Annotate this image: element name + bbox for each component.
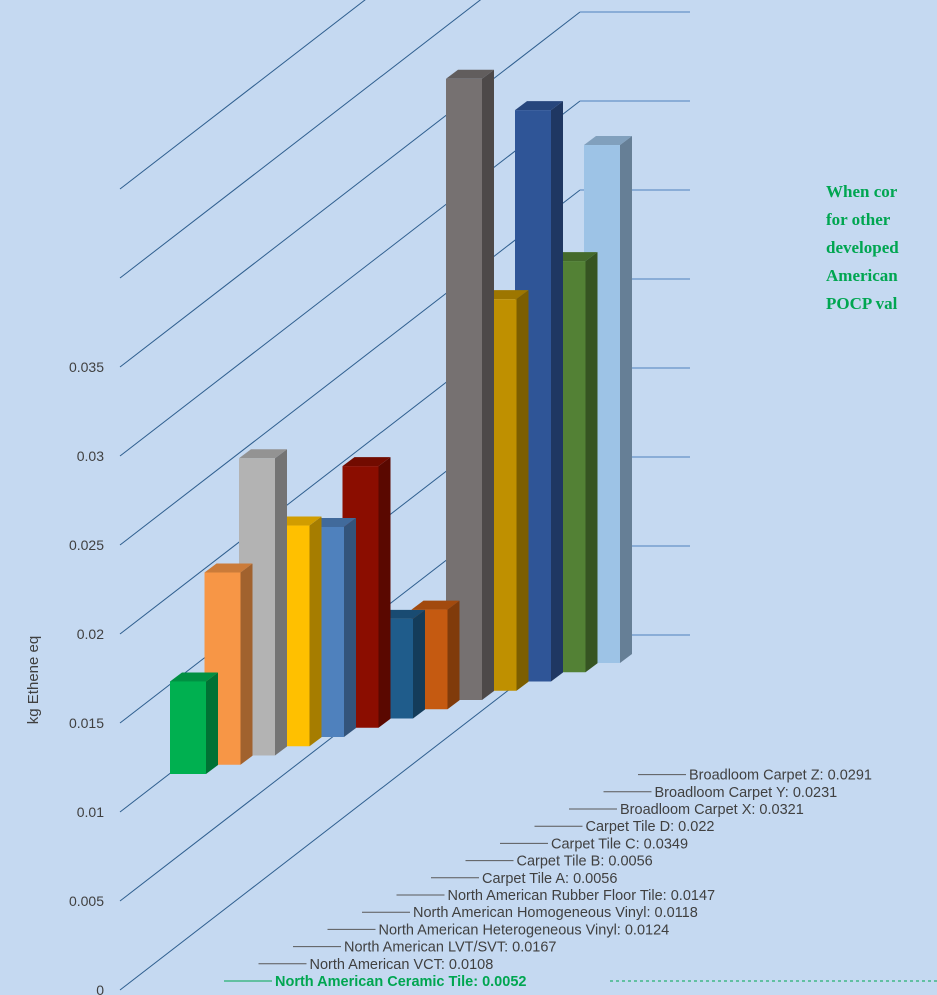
y-tick-label: 0.015	[69, 715, 104, 731]
category-label: North American Homogeneous Vinyl: 0.0118	[413, 905, 698, 921]
y-axis-title: kg Ethene eq	[25, 636, 42, 724]
category-labels: North American Ceramic Tile: 0.0052North…	[224, 768, 937, 990]
bar-side	[516, 290, 529, 691]
gridline-diagonal	[119, 189, 581, 546]
gridline-diagonal	[119, 11, 581, 368]
gridline-diagonal	[119, 100, 581, 457]
bar-side	[275, 449, 287, 756]
y-tick-label: 0.03	[77, 448, 104, 464]
annotation-text: When cor for other developed American PO…	[826, 182, 899, 313]
bar-side	[240, 563, 253, 765]
gridline-diagonal	[119, 0, 482, 279]
bar-side	[447, 600, 460, 710]
category-label: North American Rubber Floor Tile: 0.0147	[448, 888, 716, 904]
bar-side	[309, 516, 322, 747]
bar-top	[515, 101, 563, 111]
bar-top	[584, 136, 632, 146]
y-tick-label: 0.005	[69, 893, 104, 909]
bar-side	[206, 672, 218, 774]
y-axis-ticks: 0 0.005 0.01 0.015 0.02 0.025 0.03 0.035	[69, 359, 104, 995]
bar-side	[482, 69, 494, 700]
bar-9	[446, 69, 494, 700]
bar-top	[411, 600, 460, 610]
bar-side	[620, 136, 632, 663]
category-label: North American VCT: 0.0108	[310, 957, 494, 973]
category-label: Carpet Tile D: 0.022	[586, 819, 715, 835]
category-label: North American LVT/SVT: 0.0167	[344, 940, 557, 956]
y-tick-label: 0.025	[69, 537, 104, 553]
bar-top	[342, 457, 391, 467]
y-tick-label: 0.035	[69, 359, 104, 375]
bar-front	[170, 681, 206, 774]
category-label: Carpet Tile A: 0.0056	[482, 871, 617, 887]
y-tick-label: 0.02	[77, 626, 104, 642]
bar-side	[551, 101, 563, 682]
bar-top	[170, 672, 218, 682]
bar-top	[446, 69, 494, 79]
category-label: North American Ceramic Tile: 0.0052	[275, 974, 526, 990]
bar-series	[170, 69, 632, 774]
bar-top	[204, 563, 253, 573]
bar-top	[239, 449, 287, 459]
bar-side	[585, 252, 598, 673]
category-label: Broadloom Carpet Z: 0.0291	[689, 768, 872, 784]
bar-1	[170, 672, 218, 774]
bar-side	[378, 457, 391, 728]
bar-side	[344, 517, 356, 737]
bar-front	[446, 78, 482, 700]
gridline-diagonal	[119, 634, 581, 991]
category-label: Broadloom Carpet Y: 0.0231	[655, 785, 838, 801]
category-label: Carpet Tile C: 0.0349	[551, 836, 688, 852]
bar-side	[413, 609, 425, 719]
category-label: North American Heterogeneous Vinyl: 0.01…	[379, 922, 670, 938]
y-tick-label: 0	[96, 982, 104, 995]
category-label: Carpet Tile B: 0.0056	[517, 854, 653, 870]
y-tick-label: 0.01	[77, 804, 104, 820]
gridline-diagonal	[119, 0, 366, 190]
category-label: Broadloom Carpet X: 0.0321	[620, 802, 804, 818]
